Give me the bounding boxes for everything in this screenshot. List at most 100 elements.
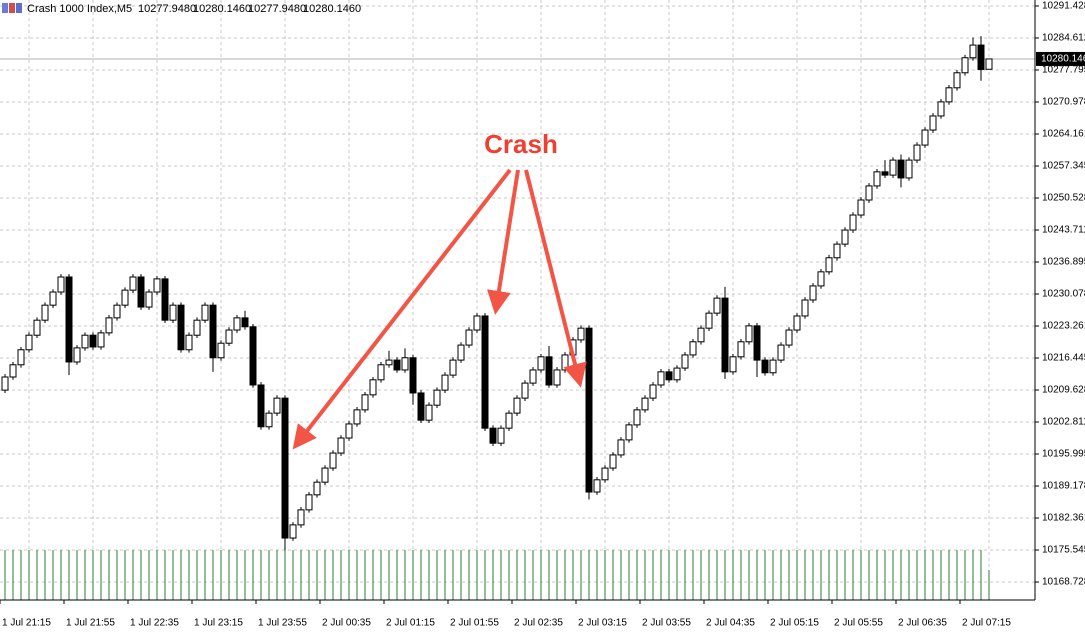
current-price-label: 10280.146 <box>1041 54 1085 65</box>
candle-body <box>833 243 841 259</box>
candle-body <box>713 297 721 314</box>
candle-body <box>561 354 569 371</box>
annotation: Crash <box>292 129 587 450</box>
candle-body <box>553 369 561 386</box>
candle-body <box>273 397 281 414</box>
candle-body <box>873 171 881 187</box>
candle-body <box>361 394 369 411</box>
candle-body <box>617 439 625 456</box>
candle-body <box>417 392 425 421</box>
candle-body <box>817 271 825 287</box>
candle-body <box>929 115 937 131</box>
y-tick-label: 10243.711 <box>1042 225 1085 236</box>
candle-body <box>233 317 241 331</box>
candle-body <box>865 185 873 201</box>
candle-body <box>881 171 889 176</box>
candle-body <box>969 44 977 59</box>
x-tick-label: 2 Jul 00:35 <box>322 618 371 629</box>
icon <box>16 3 22 13</box>
candle-body <box>681 354 689 369</box>
candle-body <box>161 278 169 321</box>
candle-body <box>1 376 9 391</box>
candle-body <box>297 509 305 526</box>
candle-body <box>489 427 497 444</box>
candle-body <box>761 359 769 374</box>
candle-body <box>753 325 761 361</box>
candle-body <box>593 479 601 493</box>
candle-body <box>785 329 793 346</box>
candle-body <box>737 341 745 358</box>
candle-body <box>393 359 401 371</box>
candle-body <box>545 356 553 386</box>
candle-body <box>465 329 473 346</box>
x-tick-label: 1 Jul 21:55 <box>66 618 115 629</box>
candle-body <box>945 87 953 103</box>
candle-body <box>17 349 25 366</box>
candle-body <box>169 304 177 321</box>
x-tick-label: 1 Jul 21:15 <box>2 618 51 629</box>
y-tick-label: 10277.795 <box>1042 65 1085 76</box>
candle-body <box>65 276 73 363</box>
candle-body <box>113 304 121 319</box>
candle-body <box>49 291 57 306</box>
candle-body <box>673 367 681 381</box>
y-tick-label: 10270.978 <box>1042 97 1085 108</box>
candle-body <box>177 304 185 351</box>
candle-body <box>209 304 217 359</box>
candle-body <box>665 371 673 381</box>
candle-body <box>129 276 137 291</box>
candle-body <box>289 524 297 539</box>
candle-body <box>769 359 777 374</box>
header-value: 10277.9480 <box>248 3 306 15</box>
y-tick-label: 10257.345 <box>1042 161 1085 172</box>
candle-body <box>793 315 801 331</box>
candle-body <box>337 437 345 454</box>
candle-body <box>953 72 961 89</box>
y-tick-label: 10223.261 <box>1042 321 1085 332</box>
candle-body <box>497 427 505 444</box>
candle-body <box>217 342 225 359</box>
candle-body <box>937 101 945 117</box>
candle-body <box>241 317 249 328</box>
candle-body <box>9 364 17 378</box>
x-tick-label: 2 Jul 04:35 <box>706 618 755 629</box>
candle-body <box>505 412 513 429</box>
x-tick-label: 1 Jul 22:35 <box>130 618 179 629</box>
candle-body <box>441 374 449 391</box>
candle-body <box>473 315 481 331</box>
candle-body <box>729 356 737 373</box>
y-tick-label: 10264.161 <box>1042 129 1085 140</box>
candle-body <box>329 452 337 469</box>
icon <box>9 3 15 13</box>
candle-body <box>313 481 321 496</box>
arrow <box>487 169 520 315</box>
candle-body <box>697 327 705 343</box>
y-tick-label: 10182.361 <box>1042 513 1085 524</box>
candle-body <box>609 454 617 469</box>
icon <box>2 3 8 13</box>
candle-body <box>529 369 537 384</box>
candle-body <box>905 159 913 179</box>
candle-body <box>353 409 361 425</box>
candle-body <box>889 159 897 176</box>
candle-body <box>649 384 657 399</box>
header-value: 10280.1460 <box>193 3 251 15</box>
candle-body <box>369 379 377 396</box>
candle-body <box>457 344 465 361</box>
candle-body <box>625 424 633 441</box>
candle-body <box>657 371 665 386</box>
candle-body <box>809 285 817 301</box>
candle-body <box>281 397 289 539</box>
candle-body <box>153 278 161 293</box>
candle-body <box>689 341 697 356</box>
symbol: Crash 1000 Index,M5 <box>27 3 132 15</box>
candle-body <box>721 297 729 373</box>
candle-body <box>121 289 129 306</box>
header: Crash 1000 Index,M5 10277.9480 10280.146… <box>2 3 361 15</box>
y-tick-label: 10230.078 <box>1042 289 1085 300</box>
candle-body <box>521 382 529 399</box>
candle-body <box>481 315 489 429</box>
y-tick-label: 10236.895 <box>1042 257 1085 268</box>
candle-body <box>401 357 409 371</box>
